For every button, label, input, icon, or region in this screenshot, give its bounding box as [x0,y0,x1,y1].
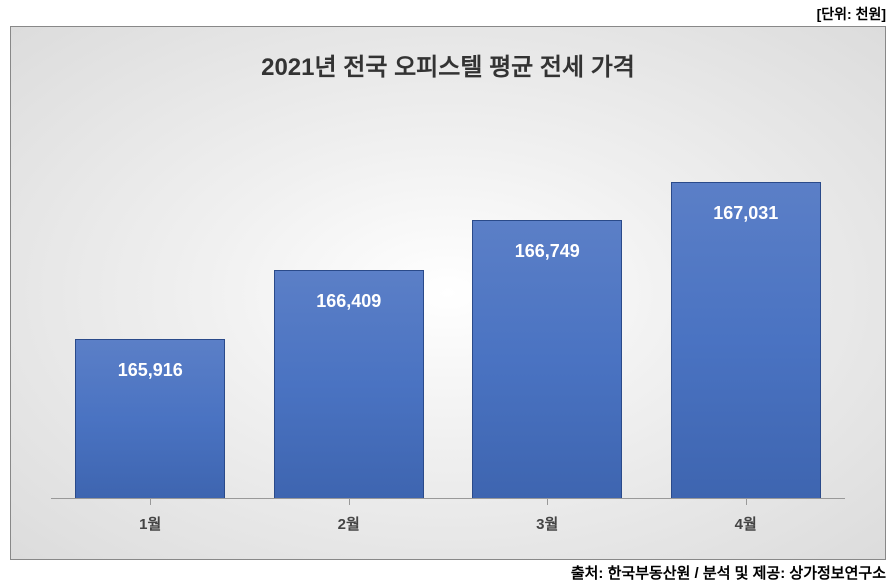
x-label-2: 3월 [448,513,647,534]
x-axis-line [51,498,845,499]
tick-0 [150,499,151,505]
source-label: 출처: 한국부동산원 / 분석 및 제공: 상가정보연구소 [571,562,886,583]
bar-value-0: 165,916 [76,360,224,381]
x-axis-labels: 1월 2월 3월 4월 [51,513,845,534]
bar-slot-0: 165,916 [51,117,250,499]
tick-2 [547,499,548,505]
bar-slot-1: 166,409 [250,117,449,499]
tick-1 [349,499,350,505]
tick-3 [746,499,747,505]
bar-value-2: 166,749 [473,241,621,262]
chart-container: 2021년 전국 오피스텔 평균 전세 가격 165,916 166,409 1… [10,26,886,560]
x-label-1: 2월 [250,513,449,534]
bar-1: 166,409 [274,270,424,499]
chart-title: 2021년 전국 오피스텔 평균 전세 가격 [11,47,885,82]
bar-slot-2: 166,749 [448,117,647,499]
bar-3: 167,031 [671,182,821,499]
bar-value-3: 167,031 [672,203,820,224]
x-label-0: 1월 [51,513,250,534]
bar-0: 165,916 [75,339,225,499]
x-label-3: 4월 [647,513,846,534]
unit-label: [단위: 천원] [817,4,886,24]
bar-slot-3: 167,031 [647,117,846,499]
bars-row: 165,916 166,409 166,749 167,031 [51,117,845,499]
bar-value-1: 166,409 [275,291,423,312]
plot-area: 165,916 166,409 166,749 167,031 [51,117,845,499]
bar-2: 166,749 [472,220,622,499]
